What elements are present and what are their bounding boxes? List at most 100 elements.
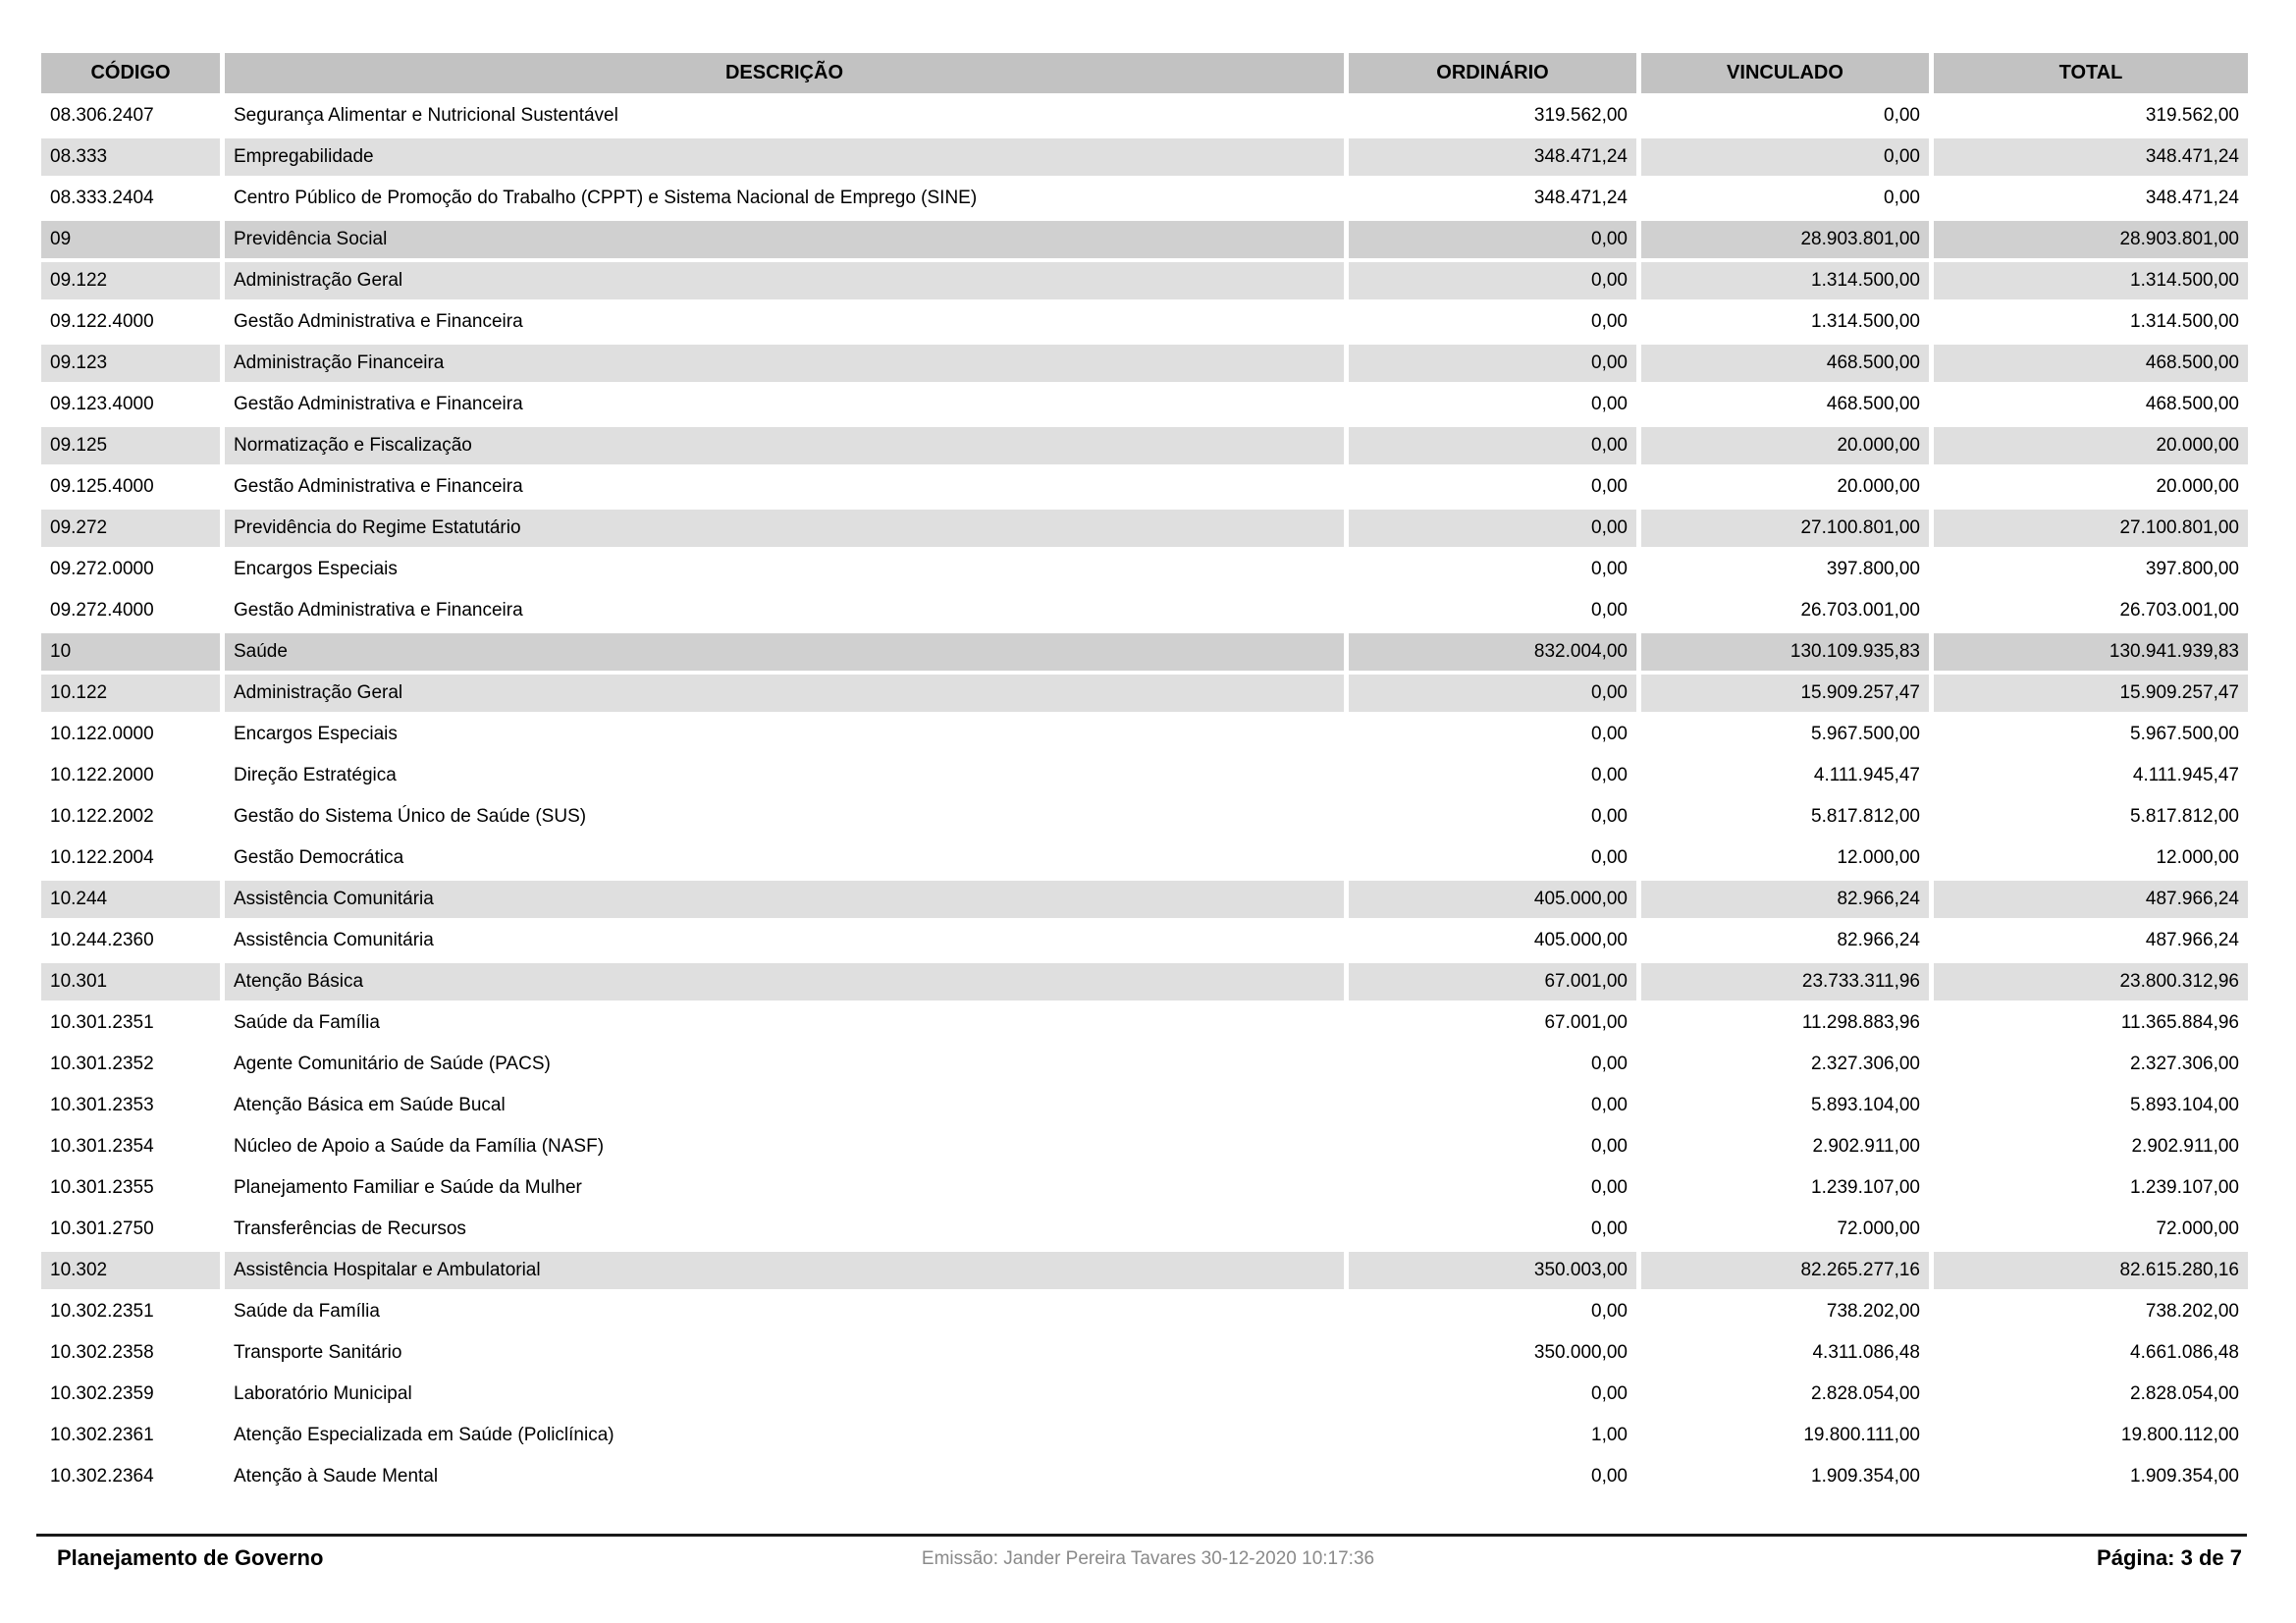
- cell-ordinario: 348.471,24: [1349, 138, 1636, 176]
- table-row: 09.125.4000 Gestão Administrativa e Finan…: [41, 468, 2248, 506]
- cell-descricao: Administração Financeira: [225, 345, 1344, 382]
- cell-vinculado: 468.500,00: [1641, 386, 1929, 423]
- cell-vinculado: 20.000,00: [1641, 427, 1929, 464]
- cell-codigo: 10.122.2000: [41, 757, 220, 794]
- cell-codigo: 09.123: [41, 345, 220, 382]
- cell-codigo: 10.244: [41, 881, 220, 918]
- cell-total: 397.800,00: [1934, 551, 2248, 588]
- cell-ordinario: 0,00: [1349, 1211, 1636, 1248]
- cell-descricao: Gestão Administrativa e Financeira: [225, 303, 1344, 341]
- cell-descricao: Previdência do Regime Estatutário: [225, 510, 1344, 547]
- table-row: 10.302.2364 Atenção à Saude Mental 0,00 1.9…: [41, 1458, 2248, 1495]
- cell-vinculado: 27.100.801,00: [1641, 510, 1929, 547]
- cell-vinculado: 0,00: [1641, 138, 1929, 176]
- column-header-ordinario: ORDINÁRIO: [1349, 53, 1636, 93]
- cell-vinculado: 20.000,00: [1641, 468, 1929, 506]
- cell-vinculado: 1.314.500,00: [1641, 303, 1929, 341]
- budget-table: CÓDIGO DESCRIÇÃO ORDINÁRIO VINCULADO TOT…: [36, 49, 2253, 1499]
- table-row: 09.272.0000 Encargos Especiais 0,00 397.800…: [41, 551, 2248, 588]
- cell-total: 20.000,00: [1934, 468, 2248, 506]
- cell-ordinario: 405.000,00: [1349, 881, 1636, 918]
- cell-vinculado: 72.000,00: [1641, 1211, 1929, 1248]
- table-row: 10.301.2750 Transferências de Recursos 0,0…: [41, 1211, 2248, 1248]
- cell-ordinario: 0,00: [1349, 839, 1636, 877]
- cell-codigo: 10.301.2353: [41, 1087, 220, 1124]
- cell-total: 15.909.257,47: [1934, 675, 2248, 712]
- cell-descricao: Encargos Especiais: [225, 551, 1344, 588]
- cell-ordinario: 0,00: [1349, 468, 1636, 506]
- cell-vinculado: 1.239.107,00: [1641, 1169, 1929, 1207]
- cell-codigo: 10.302.2359: [41, 1376, 220, 1413]
- cell-codigo: 10.301.2352: [41, 1046, 220, 1083]
- table-row: 09.125 Normatização e Fiscalização 0,00 20.…: [41, 427, 2248, 464]
- table-row: 09.272 Previdência do Regime Estatutário 0…: [41, 510, 2248, 547]
- cell-codigo: 08.306.2407: [41, 97, 220, 135]
- cell-ordinario: 1,00: [1349, 1417, 1636, 1454]
- cell-codigo: 09.272.0000: [41, 551, 220, 588]
- cell-descricao: Atenção à Saude Mental: [225, 1458, 1344, 1495]
- cell-ordinario: 0,00: [1349, 1087, 1636, 1124]
- table-row: 08.333.2404 Centro Público de Promoção do…: [41, 180, 2248, 217]
- cell-vinculado: 0,00: [1641, 180, 1929, 217]
- cell-codigo: 08.333: [41, 138, 220, 176]
- cell-vinculado: 5.967.500,00: [1641, 716, 1929, 753]
- cell-codigo: 10.122: [41, 675, 220, 712]
- cell-ordinario: 350.000,00: [1349, 1334, 1636, 1372]
- cell-descricao: Gestão Administrativa e Financeira: [225, 386, 1344, 423]
- cell-total: 2.327.306,00: [1934, 1046, 2248, 1083]
- cell-descricao: Assistência Hospitalar e Ambulatorial: [225, 1252, 1344, 1289]
- cell-ordinario: 67.001,00: [1349, 1004, 1636, 1042]
- cell-codigo: 09.125: [41, 427, 220, 464]
- cell-codigo: 09.122.4000: [41, 303, 220, 341]
- cell-total: 20.000,00: [1934, 427, 2248, 464]
- cell-total: 1.909.354,00: [1934, 1458, 2248, 1495]
- cell-total: 1.314.500,00: [1934, 262, 2248, 299]
- footer-report-title: Planejamento de Governo: [57, 1545, 324, 1570]
- cell-codigo: 10.122.2002: [41, 798, 220, 836]
- cell-ordinario: 0,00: [1349, 716, 1636, 753]
- cell-descricao: Gestão Administrativa e Financeira: [225, 468, 1344, 506]
- cell-total: 82.615.280,16: [1934, 1252, 2248, 1289]
- cell-codigo: 10.244.2360: [41, 922, 220, 959]
- cell-total: 5.817.812,00: [1934, 798, 2248, 836]
- cell-descricao: Previdência Social: [225, 221, 1344, 258]
- table-row: 10.122.2000 Direção Estratégica 0,00 4.111.…: [41, 757, 2248, 794]
- table-row: 08.333 Empregabilidade 348.471,24 0,00 348.4…: [41, 138, 2248, 176]
- cell-descricao: Planejamento Familiar e Saúde da Mulher: [225, 1169, 1344, 1207]
- table-row: 10.302.2358 Transporte Sanitário 350.000,0…: [41, 1334, 2248, 1372]
- table-row: 10.122.2002 Gestão do Sistema Único de Sa…: [41, 798, 2248, 836]
- cell-total: 28.903.801,00: [1934, 221, 2248, 258]
- cell-vinculado: 12.000,00: [1641, 839, 1929, 877]
- cell-vinculado: 2.327.306,00: [1641, 1046, 1929, 1083]
- cell-ordinario: 0,00: [1349, 1376, 1636, 1413]
- table-row: 10.122.0000 Encargos Especiais 0,00 5.967.5…: [41, 716, 2248, 753]
- footer-emission-info: Emissão: Jander Pereira Tavares 30-12-20…: [921, 1548, 1375, 1569]
- cell-total: 19.800.112,00: [1934, 1417, 2248, 1454]
- cell-ordinario: 0,00: [1349, 1458, 1636, 1495]
- cell-vinculado: 0,00: [1641, 97, 1929, 135]
- cell-codigo: 10.122.2004: [41, 839, 220, 877]
- cell-descricao: Empregabilidade: [225, 138, 1344, 176]
- cell-vinculado: 5.893.104,00: [1641, 1087, 1929, 1124]
- cell-ordinario: 0,00: [1349, 1169, 1636, 1207]
- cell-descricao: Direção Estratégica: [225, 757, 1344, 794]
- cell-codigo: 09.272: [41, 510, 220, 547]
- cell-descricao: Administração Geral: [225, 675, 1344, 712]
- cell-ordinario: 0,00: [1349, 675, 1636, 712]
- table-row: 10.122 Administração Geral 0,00 15.909.257,…: [41, 675, 2248, 712]
- cell-vinculado: 1.314.500,00: [1641, 262, 1929, 299]
- table-row: 09.122 Administração Geral 0,00 1.314.500,0…: [41, 262, 2248, 299]
- cell-ordinario: 67.001,00: [1349, 963, 1636, 1001]
- cell-total: 348.471,24: [1934, 138, 2248, 176]
- table-row: 08.306.2407 Segurança Alimentar e Nutrici…: [41, 97, 2248, 135]
- cell-total: 11.365.884,96: [1934, 1004, 2248, 1042]
- table-row: 10.122.2004 Gestão Democrática 0,00 12.000,…: [41, 839, 2248, 877]
- cell-vinculado: 82.966,24: [1641, 922, 1929, 959]
- cell-codigo: 10.302.2358: [41, 1334, 220, 1372]
- cell-descricao: Gestão Democrática: [225, 839, 1344, 877]
- footer-divider: [36, 1534, 2247, 1537]
- cell-total: 4.661.086,48: [1934, 1334, 2248, 1372]
- cell-total: 468.500,00: [1934, 345, 2248, 382]
- cell-descricao: Normatização e Fiscalização: [225, 427, 1344, 464]
- cell-vinculado: 82.265.277,16: [1641, 1252, 1929, 1289]
